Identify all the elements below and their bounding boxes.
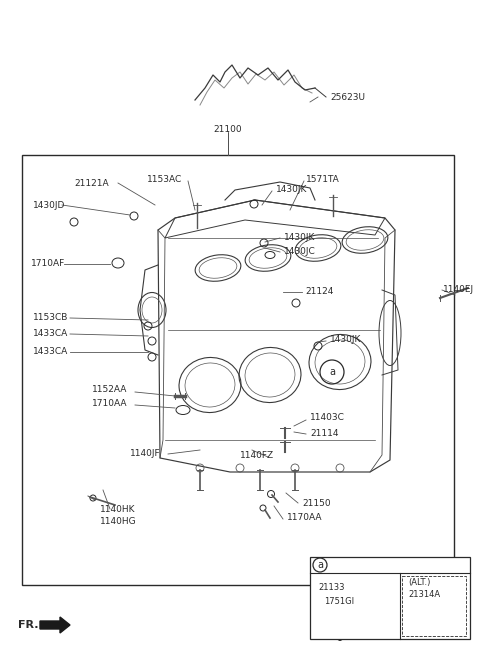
Bar [402, 576, 466, 636]
Text: 1140JF: 1140JF [130, 449, 161, 457]
Text: 1140HG: 1140HG [100, 518, 136, 526]
Text: 21100: 21100 [214, 125, 242, 135]
Text: 1430JK: 1430JK [284, 233, 315, 242]
Text: 21133: 21133 [318, 583, 345, 592]
Text: 1430JK: 1430JK [330, 336, 361, 344]
Text: 1430JD: 1430JD [33, 200, 65, 210]
Text: 1140FZ: 1140FZ [240, 451, 274, 461]
Text: 1433CA: 1433CA [33, 330, 68, 338]
Text: 1751GI: 1751GI [324, 597, 354, 606]
Text: 1433CA: 1433CA [33, 348, 68, 357]
Text: 21150: 21150 [302, 499, 331, 507]
Text: 1153CB: 1153CB [33, 313, 68, 323]
Polygon shape [40, 617, 70, 633]
Text: FR.: FR. [18, 620, 38, 630]
Text: 1710AF: 1710AF [31, 260, 65, 269]
Text: 21124: 21124 [305, 288, 334, 296]
Text: 1430JK: 1430JK [276, 185, 307, 194]
Text: a: a [317, 560, 323, 570]
Text: (ALT.): (ALT.) [408, 578, 431, 587]
Text: 11403C: 11403C [310, 413, 345, 422]
Text: 25623U: 25623U [330, 93, 365, 101]
Text: 1170AA: 1170AA [287, 514, 323, 522]
Bar [22, 155, 454, 585]
Text: a: a [329, 367, 335, 377]
Text: 1140HK: 1140HK [100, 505, 136, 514]
Text: 1571TA: 1571TA [306, 175, 340, 183]
Text: 1140EJ: 1140EJ [443, 286, 474, 294]
Text: 21114: 21114 [310, 428, 338, 438]
Text: 1430JC: 1430JC [284, 246, 316, 256]
Text: 1710AA: 1710AA [92, 399, 128, 409]
Bar [310, 557, 470, 639]
Text: 21121A: 21121A [75, 179, 109, 187]
Text: 21314A: 21314A [408, 590, 440, 599]
Text: 1153AC: 1153AC [147, 175, 182, 183]
Text: 1152AA: 1152AA [92, 386, 127, 394]
